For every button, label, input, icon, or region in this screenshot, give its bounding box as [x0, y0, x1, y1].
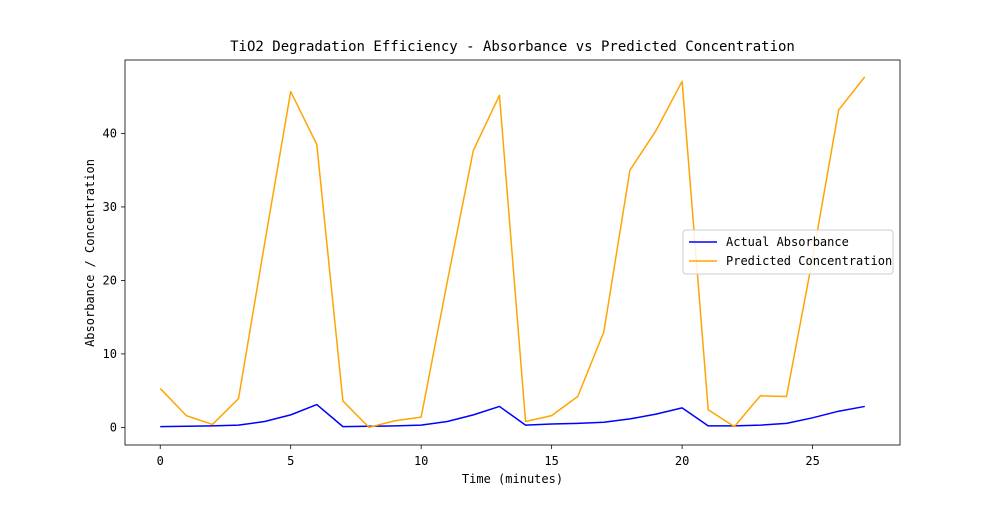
x-tick-label: 10	[414, 454, 428, 468]
legend-label-2: Predicted Concentration	[726, 254, 892, 268]
plot-frame	[124, 59, 901, 446]
series-line-1	[160, 403, 865, 428]
x-tick-label: 15	[544, 454, 558, 468]
legend-box	[682, 229, 894, 275]
y-tick-label: 10	[103, 347, 117, 361]
y-tick-label: 20	[103, 273, 117, 287]
x-axis-label: Time (minutes)	[462, 472, 563, 486]
x-tick-label: 5	[287, 454, 294, 468]
y-tick-label: 40	[103, 126, 117, 140]
x-tick-label: 25	[805, 454, 819, 468]
y-tick-label: 30	[103, 200, 117, 214]
x-tick-label: 20	[675, 454, 689, 468]
legend: Actual Absorbance Predicted Concentration	[682, 229, 894, 275]
y-tick-label: 0	[110, 420, 117, 434]
legend-label-1: Actual Absorbance	[726, 235, 849, 249]
y-axis-label: Absorbance / Concentration	[83, 159, 97, 347]
series-line-2	[159, 76, 866, 429]
plot-area: 0 5 10 15 20 25 0 10 20 30 40	[103, 59, 901, 468]
chart-title: TiO2 Degradation Efficiency - Absorbance…	[230, 39, 795, 55]
x-tick-label: 0	[157, 454, 164, 468]
